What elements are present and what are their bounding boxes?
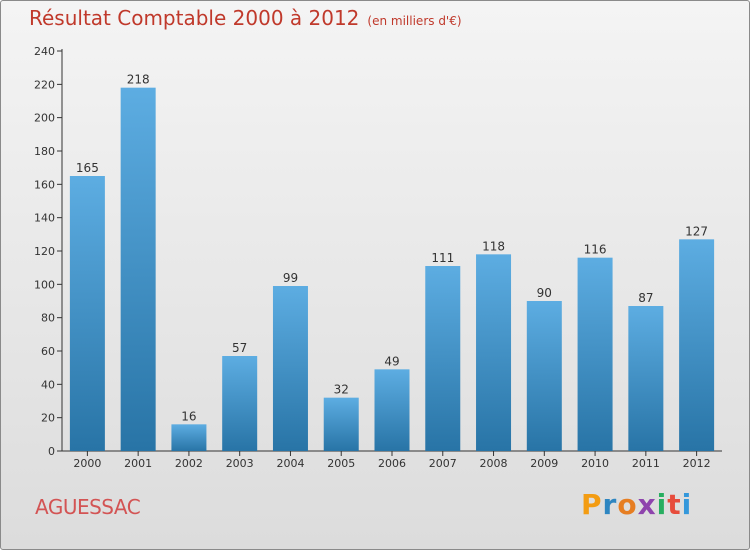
bar [476,254,512,451]
x-tick-label: 2007 [429,457,457,470]
data-label: 127 [685,224,708,238]
x-tick-label: 2005 [327,457,355,470]
y-tick-label: 60 [41,345,55,358]
value-labels: 165 218 16 57 99 32 49 111 118 90 116 87 127 [76,73,708,424]
y-tick-label: 120 [34,245,55,258]
bars [69,87,715,452]
x-tick-label: 2002 [175,457,203,470]
data-label: 32 [334,383,349,397]
data-label: 118 [482,239,505,253]
bar [526,301,562,451]
logo-letter: o [617,488,638,521]
data-label: 90 [537,286,552,300]
data-label: 16 [181,409,196,423]
bar [577,257,613,451]
x-tick-label: 2009 [530,457,558,470]
bar [171,424,207,451]
y-tick-label: 100 [34,278,55,291]
axes: 0 20 40 60 80 100 120 140 160 180 200 220 240 2000 200… [34,45,722,470]
data-label: 116 [584,243,607,257]
x-tick-label: 2004 [276,457,304,470]
y-tick-label: 40 [41,378,55,391]
data-label: 99 [283,271,298,285]
bar [222,356,258,451]
bar [374,369,410,451]
x-tick-label: 2011 [632,457,660,470]
data-label: 49 [384,354,399,368]
data-label: 218 [127,73,150,87]
proxiti-logo: Proxiti [581,488,692,521]
bar [272,286,308,451]
bar [425,266,461,451]
chart-title: Résultat Comptable 2000 à 2012 (en millie… [29,6,462,30]
bar [679,239,715,451]
y-tick-label: 140 [34,212,55,225]
y-tick-label: 20 [41,412,55,425]
y-tick-label: 0 [48,445,55,458]
data-label: 87 [638,291,653,305]
place-name: AGUESSAC [35,495,141,519]
x-tick-label: 2001 [124,457,152,470]
logo-letter: i [681,488,693,521]
x-tick-label: 2010 [581,457,609,470]
title-text: Résultat Comptable 2000 à 2012 [29,6,360,30]
logo-letter: t [667,488,682,521]
chart-subtitle: (en milliers d'€) [367,14,462,28]
x-tick-label: 2000 [73,457,101,470]
x-tick-label: 2006 [378,457,406,470]
bar [69,176,105,451]
y-tick-label: 180 [34,145,55,158]
logo-letter: r [602,488,618,521]
y-tick-label: 240 [34,45,55,58]
bar [323,397,359,451]
y-tick-label: 160 [34,178,55,191]
logo-letter: P [581,488,603,521]
logo-letter: i [656,488,668,521]
logo-letter: x [637,488,657,521]
bar [628,306,664,451]
bar [120,87,156,452]
y-tick-label: 80 [41,312,55,325]
x-tick-label: 2012 [683,457,711,470]
y-tick-label: 220 [34,78,55,91]
x-tick-label: 2008 [480,457,508,470]
data-label: 111 [431,251,454,265]
y-tick-label: 200 [34,112,55,125]
data-label: 57 [232,341,247,355]
x-tick-label: 2003 [226,457,254,470]
data-label: 165 [76,161,99,175]
